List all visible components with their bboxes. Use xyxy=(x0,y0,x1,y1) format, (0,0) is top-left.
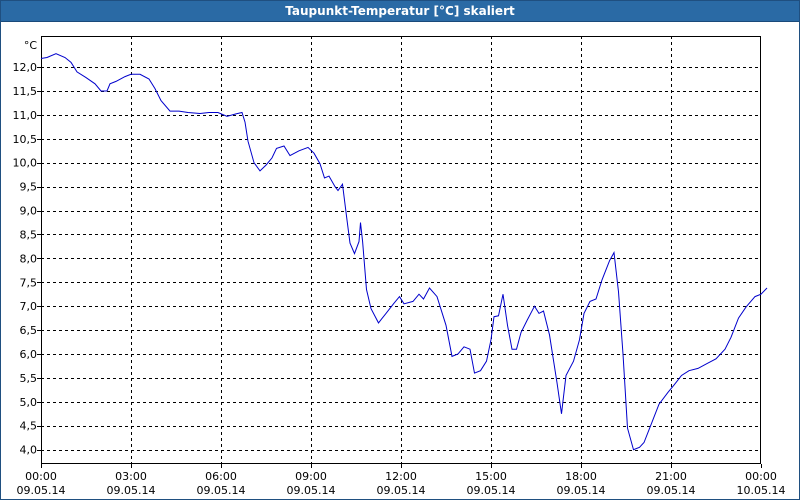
y-unit-label: °C xyxy=(24,39,38,52)
series-line xyxy=(40,53,768,451)
chart-title: Taupunkt-Temperatur [°C] skaliert xyxy=(1,1,799,22)
x-tick-time: 21:00 xyxy=(655,470,687,483)
y-tick-label: 12,0 xyxy=(13,61,38,74)
y-tick-label: 9,0 xyxy=(20,205,38,218)
x-tick-date: 09.05.14 xyxy=(287,484,336,497)
y-tick-label: 11,0 xyxy=(13,109,38,122)
x-tick-date: 09.05.14 xyxy=(647,484,696,497)
y-tick-label: 6,0 xyxy=(20,348,38,361)
y-tick-label: 10,0 xyxy=(13,157,38,170)
y-tick-label: 5,5 xyxy=(20,372,38,385)
x-tick-date: 09.05.14 xyxy=(107,484,156,497)
x-tick-date: 09.05.14 xyxy=(17,484,66,497)
x-tick-date: 10.05.14 xyxy=(737,484,786,497)
y-tick-label: 7,0 xyxy=(20,300,38,313)
y-tick-label: 4,0 xyxy=(20,444,38,457)
x-tick-time: 03:00 xyxy=(115,470,147,483)
x-tick-time: 18:00 xyxy=(565,470,597,483)
y-tick-label: 9,5 xyxy=(20,181,38,194)
y-tick-label: 5,0 xyxy=(20,396,38,409)
y-tick-label: 4,5 xyxy=(20,420,38,433)
x-tick-date: 09.05.14 xyxy=(197,484,246,497)
x-tick-date: 09.05.14 xyxy=(557,484,606,497)
chart-canvas: °C 12,0 11,5 11,0 10,5 10,0 9,5 9,0 8,5 8,0 7,5 7,0… xyxy=(13,36,786,497)
x-tick-time: 15:00 xyxy=(475,470,507,483)
x-tick-time: 06:00 xyxy=(205,470,237,483)
y-tick-label: 10,5 xyxy=(13,133,38,146)
y-tick-label: 8,0 xyxy=(20,252,38,265)
x-tick-time: 00:00 xyxy=(25,470,57,483)
x-tick-date: 09.05.14 xyxy=(377,484,426,497)
plot-border xyxy=(41,36,761,464)
x-tick-time: 09:00 xyxy=(295,470,327,483)
x-tick-date: 09.05.14 xyxy=(467,484,516,497)
y-tick-label: 7,5 xyxy=(20,276,38,289)
x-tick-time: 12:00 xyxy=(385,470,417,483)
y-tick-label: 11,5 xyxy=(13,85,38,98)
x-tick-time: 00:00 xyxy=(745,470,777,483)
y-tick-label: 6,5 xyxy=(20,324,38,337)
plot-area xyxy=(41,36,761,464)
y-tick-label: 8,5 xyxy=(20,228,38,241)
